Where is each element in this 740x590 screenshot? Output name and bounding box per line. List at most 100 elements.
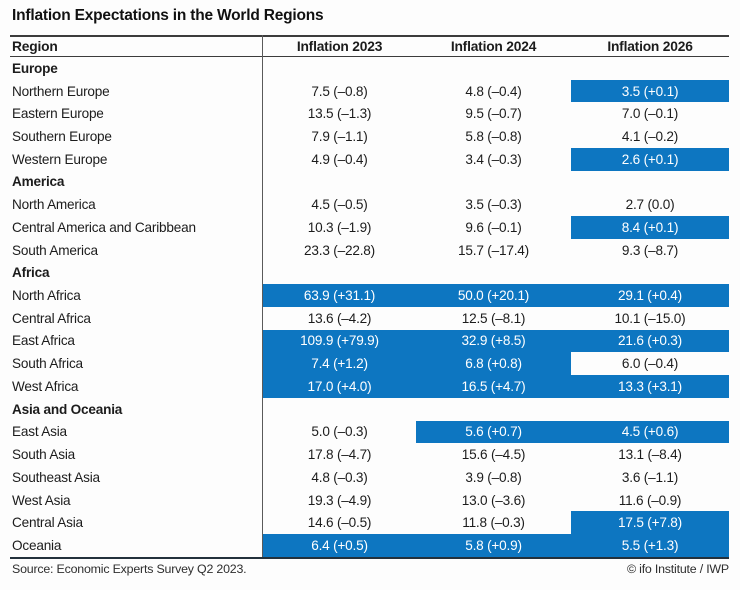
value-2023: 13.5 (–1.3) [307,106,372,122]
value-2024: 5.8 (+0.9) [416,534,571,557]
value-2023: 63.9 (+31.1) [263,284,416,307]
group-row: Asia and Oceania [10,398,729,421]
region-label: Central Asia [12,515,83,531]
value-2024: 3.9 (–0.8) [465,469,522,485]
table-row: Central Asia 14.6 (–0.5) 11.8 (–0.3) 17.5 (… [10,511,729,535]
region-label: Central Africa [12,310,91,326]
value-2024: 9.5 (–0.7) [465,106,522,122]
table-row: East Africa 109.9 (+79.9) 32.9 (+8.5) 21.6 … [10,329,729,353]
figure-title: Inflation Expectations in the World Regi… [12,7,324,24]
table-row: Southern Europe 7.9 (–1.1) 5.8 (–0.8) 4.1 (… [10,125,729,148]
value-2026: 8.4 (+0.1) [571,216,729,239]
table-header-row: Region Inflation 2023 Inflation 2024 Inf… [10,37,729,56]
value-2024: 3.4 (–0.3) [465,151,522,167]
value-2026: 4.5 (+0.6) [571,420,729,444]
value-2026: 4.1 (–0.2) [621,129,679,145]
source-note: Source: Economic Experts Survey Q2 2023. [12,562,247,576]
value-2023 [263,261,416,284]
value-2026: 3.5 (+0.1) [571,79,729,103]
region-label: Oceania [12,537,62,553]
value-2023: 10.3 (–1.9) [307,219,372,235]
region-label: South Asia [12,447,75,463]
table-row: South Asia 17.8 (–4.7) 15.6 (–4.5) 13.1 (–8… [10,443,729,466]
value-2026: 3.6 (–1.1) [621,469,679,485]
value-2024 [416,171,571,194]
value-2023: 19.3 (–4.9) [307,492,372,508]
value-2024: 9.6 (–0.1) [465,219,522,235]
region-label: Central America and Caribbean [12,219,196,235]
value-2026 [571,171,729,194]
region-label: South America [12,242,98,258]
value-2024: 5.8 (–0.8) [465,129,522,145]
group-label: America [12,174,65,190]
value-2024: 3.5 (–0.3) [465,197,522,213]
value-2024: 15.6 (–4.5) [461,447,526,463]
region-label: East Asia [12,424,67,440]
copyright-credit: © ifo Institute / IWP [626,562,729,576]
value-2023: 23.3 (–22.8) [304,242,375,258]
column-header-inflation-2023: Inflation 2023 [296,39,383,54]
value-2024 [416,261,571,284]
table-row: East Asia 5.0 (–0.3) 5.6 (+0.7) 4.5 (+0.6) [10,420,729,444]
column-header-region: Region [12,39,58,54]
table-row: Oceania 6.4 (+0.5) 5.8 (+0.9) 5.5 (+1.3) [10,534,729,557]
table-row: West Asia 19.3 (–4.9) 13.0 (–3.6) 11.6 (–0.… [10,489,729,512]
value-2026: 13.1 (–8.4) [618,447,682,463]
bottom-rule [10,557,729,559]
value-2026: 7.0 (–0.1) [621,106,679,122]
group-label: Africa [12,265,50,281]
region-label: Southeast Asia [12,469,100,485]
value-2026: 2.6 (+0.1) [571,147,729,171]
value-2026: 5.5 (+1.3) [571,534,729,557]
table-row: Western Europe 4.9 (–0.4) 3.4 (–0.3) 2.6 (+… [10,147,729,171]
region-label: Eastern Europe [12,106,104,122]
column-header-inflation-2024: Inflation 2024 [450,39,537,54]
value-2023: 4.8 (–0.3) [311,469,368,485]
table-row: Central America and Caribbean 10.3 (–1.9)… [10,216,729,239]
column-header-inflation-2026: Inflation 2026 [607,39,693,54]
value-2023 [263,398,416,421]
table-row: Southeast Asia 4.8 (–0.3) 3.9 (–0.8) 3.6 (–… [10,466,729,489]
value-2026: 9.3 (–8.7) [621,242,679,258]
value-2026 [571,398,729,421]
table-body: Europe Northern Europe 7.5 (–0.8) 4.8 (–0.4… [10,57,729,557]
value-2026: 10.1 (–15.0) [614,310,686,326]
region-label: West Asia [12,492,71,508]
value-2023: 7.4 (+1.2) [263,352,416,376]
value-2024: 6.8 (+0.8) [416,352,571,376]
value-2023 [263,171,416,194]
column-divider-line [262,35,263,557]
table-row: North Africa 63.9 (+31.1) 50.0 (+20.1) 29.1… [10,284,729,307]
value-2024: 12.5 (–8.1) [461,310,526,326]
value-2024: 16.5 (+4.7) [416,375,571,398]
value-2024: 15.7 (–17.4) [458,242,529,258]
value-2026: 2.7 (0.0) [625,197,675,213]
value-2026: 13.3 (+3.1) [571,375,729,398]
value-2024: 50.0 (+20.1) [416,284,571,307]
value-2023: 17.8 (–4.7) [307,447,372,463]
value-2026: 11.6 (–0.9) [618,492,682,508]
value-2023 [263,57,416,80]
figure-footer: Source: Economic Experts Survey Q2 2023.… [10,562,729,576]
value-2024: 4.8 (–0.4) [465,83,522,99]
value-2023: 7.9 (–1.1) [311,129,368,145]
region-label: North America [12,197,96,213]
value-2023: 14.6 (–0.5) [307,515,372,531]
value-2023: 4.5 (–0.5) [311,197,368,213]
region-label: Northern Europe [12,83,110,99]
value-2024: 13.0 (–3.6) [461,492,526,508]
value-2026: 21.6 (+0.3) [571,329,729,353]
value-2026 [571,261,729,284]
region-label: East Africa [12,333,75,349]
value-2023: 13.6 (–4.2) [307,310,372,326]
table-row: North America 4.5 (–0.5) 3.5 (–0.3) 2.7 (0.… [10,193,729,216]
table-row: West Africa 17.0 (+4.0) 16.5 (+4.7) 13.3 (+… [10,375,729,398]
value-2026 [571,57,729,80]
group-row: Europe [10,57,729,80]
value-2023: 4.9 (–0.4) [311,151,368,167]
value-2023: 7.5 (–0.8) [311,83,368,99]
value-2024 [416,398,571,421]
value-2023: 109.9 (+79.9) [263,329,416,353]
value-2024: 11.8 (–0.3) [462,515,525,531]
value-2023: 17.0 (+4.0) [263,375,416,398]
